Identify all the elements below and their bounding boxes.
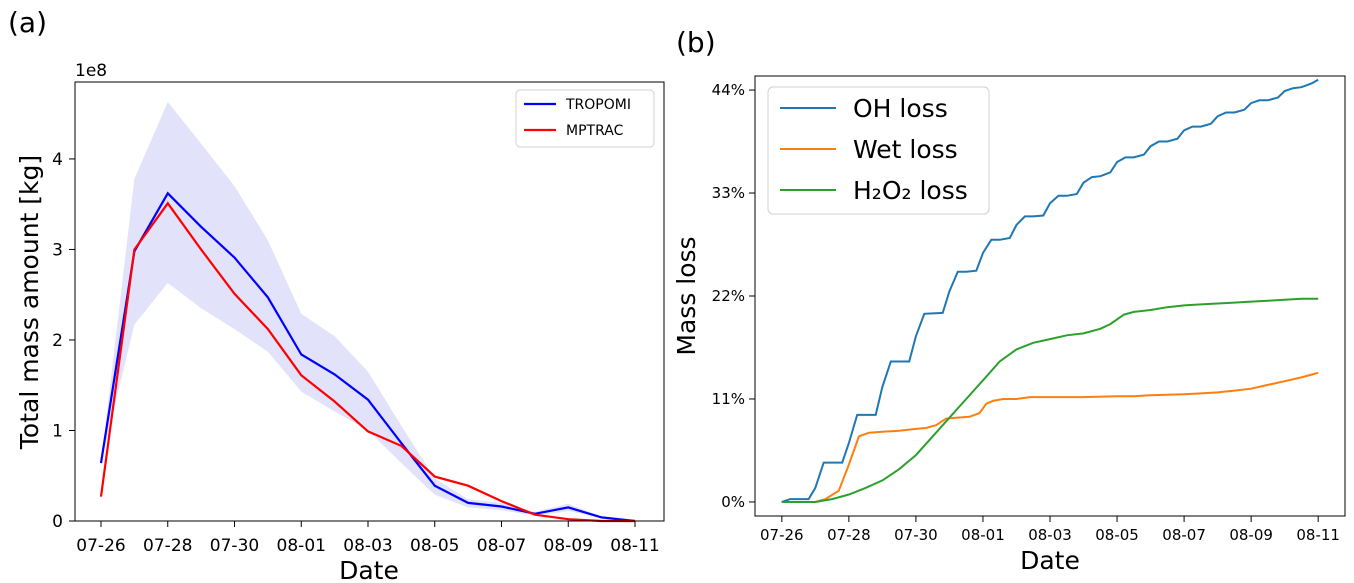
panel-b-label: (b)	[676, 26, 716, 59]
panel-a-frame	[74, 81, 665, 522]
panel-a-y-tick-label: 1	[52, 421, 63, 441]
panel-b-y-tick-label: 0%	[721, 493, 745, 511]
panel-b-x-tick-label: 08-11	[1296, 526, 1340, 544]
panel-a-x-tick-label: 08-01	[277, 536, 326, 556]
panel-a-y-axis-title: Total mass amount [kg]	[15, 155, 44, 450]
panel-a-x-tick-label: 07-26	[76, 536, 125, 556]
panel-a-series-tropomi-line	[99, 191, 636, 523]
panel-b-legend: OH loss Wet loss H₂O₂ loss	[767, 86, 990, 215]
panel-a-y-tick-label: 3	[52, 240, 63, 260]
panel-a-y-ticks: 0 1 2 3 4	[52, 150, 75, 532]
panel-b-x-tick-label: 07-28	[827, 526, 871, 544]
panel-a-uncertainty-band	[101, 101, 635, 522]
panel-b-x-ticks: 07-26 07-28 07-30 08-01 08-03 08-05 08-07 08-09…	[760, 516, 1340, 544]
panel-b-legend-label-wet-loss: Wet loss	[853, 135, 958, 164]
panel-b-series-oh-loss-line	[781, 78, 1319, 503]
panel-b-plot-area	[781, 78, 1319, 503]
panel-a-x-tick-label: 08-11	[610, 536, 659, 556]
panel-b-x-tick-label: 08-05	[1095, 526, 1139, 544]
panel-a-y-tick-label: 2	[52, 331, 63, 351]
panel-b-series-wet-loss-line	[781, 371, 1319, 503]
panel-b-legend-box	[767, 86, 990, 215]
panel-b-y-tick-label: 33%	[712, 184, 745, 202]
panel-a-y-tick-label: 4	[52, 150, 63, 170]
panel-a-plot-area	[99, 101, 636, 523]
panel-b-x-tick-label: 07-26	[760, 526, 804, 544]
panel-a-legend-label-mptrac: MPTRAC	[566, 123, 624, 139]
panel-a-y-tick-label: 0	[52, 512, 63, 532]
panel-a-legend-label-tropomi: TROPOMI	[565, 97, 631, 113]
panel-b-x-tick-label: 08-09	[1229, 526, 1273, 544]
panel-b-y-tick-label: 11%	[712, 390, 745, 408]
panel-b-y-axis-title: Mass loss	[672, 236, 701, 355]
panel-b-y-ticks: 0% 11% 22% 33% 44%	[712, 81, 755, 511]
panel-a-x-axis-title: Date	[339, 556, 399, 583]
panel-a-x-tick-label: 08-07	[477, 536, 526, 556]
panel-a-series-mptrac-line	[99, 201, 635, 523]
panel-b-x-tick-label: 08-03	[1028, 526, 1072, 544]
panel-a-x-tick-label: 08-05	[410, 536, 459, 556]
panel-a-x-tick-label: 08-03	[343, 536, 392, 556]
panel-a-x-tick-label: 08-09	[544, 536, 593, 556]
panel-a-x-ticks: 07-26 07-28 07-30 08-01 08-03 08-05 08-07 08-09…	[76, 521, 660, 556]
panel-b-y-tick-label: 22%	[712, 287, 745, 305]
panel-a-legend: TROPOMI MPTRAC	[515, 89, 655, 148]
panel-b-x-tick-label: 08-01	[961, 526, 1005, 544]
panel-a-x-tick-label: 07-30	[210, 536, 259, 556]
panel-b-y-tick-label: 44%	[712, 81, 745, 99]
panel-a-x-tick-label: 07-28	[143, 536, 192, 556]
panel-a-label: (a)	[8, 6, 47, 39]
panel-b-series-h2o2-loss-line	[781, 297, 1319, 503]
panel-b-x-tick-label: 08-07	[1162, 526, 1206, 544]
panel-b-x-axis-title: Date	[1020, 546, 1080, 575]
panel-b-legend-label-oh-loss: OH loss	[853, 94, 948, 123]
panel-a-y-multiplier: 1e8	[75, 61, 107, 81]
panel-b-x-tick-label: 07-30	[894, 526, 938, 544]
panel-b-legend-label-h2o2-loss: H₂O₂ loss	[853, 176, 968, 205]
